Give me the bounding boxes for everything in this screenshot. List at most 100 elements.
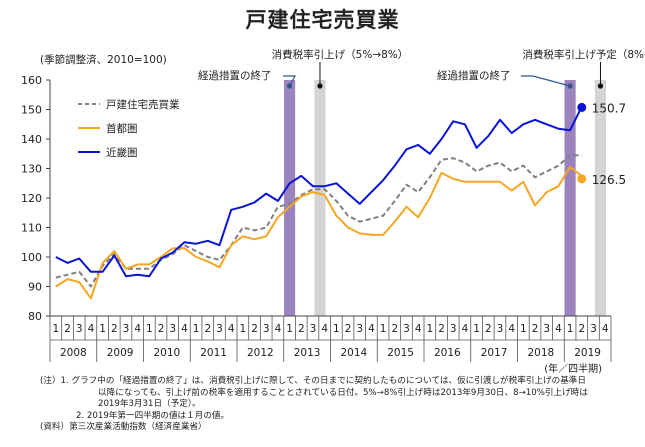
y-tick-label: 160 (21, 74, 42, 87)
x-tick-year: 2009 (107, 347, 134, 359)
annotation-pointer-purple-1 (283, 75, 297, 87)
x-tick-year: 2019 (574, 347, 601, 359)
x-tick-quarter: 2 (578, 323, 585, 335)
series-line-1 (55, 154, 582, 288)
y-tick-label: 90 (28, 281, 42, 294)
x-tick-quarter: 1 (53, 323, 60, 335)
annotation-pointer-purple-2 (521, 75, 571, 87)
x-tick-year: 2011 (200, 347, 227, 359)
x-tick-quarter: 1 (286, 323, 293, 335)
y-tick-label: 80 (28, 310, 42, 323)
note-line-3: 2019年3月31日（予定）。 (98, 399, 201, 410)
x-tick-quarter: 4 (368, 323, 375, 335)
x-tick-year: 2012 (247, 347, 274, 359)
annotation-dot-purple-2 (567, 83, 573, 89)
annotation-dot-gray-2 (597, 83, 604, 89)
x-tick-quarter: 2 (111, 323, 118, 335)
y-tick-label: 120 (21, 192, 42, 205)
x-tick-quarter: 4 (508, 323, 515, 335)
x-tick-year: 2014 (341, 347, 368, 359)
chart-notes: (注）1. グラフ中の「経過措置の終了」は、消費税引上げに際して、その日までに契… (40, 376, 620, 434)
x-tick-quarter: 3 (310, 323, 317, 335)
y-axis-label: (季節調整済、2010=100) (40, 53, 167, 66)
x-tick-quarter: 4 (415, 323, 422, 335)
y-tick-label: 150 (21, 104, 42, 117)
band-3 (564, 80, 576, 316)
band-4 (594, 80, 607, 316)
x-tick-quarter: 4 (602, 323, 609, 335)
x-tick-quarter: 2 (391, 323, 398, 335)
x-tick-year: 2015 (387, 347, 414, 359)
x-tick-quarter: 3 (169, 323, 176, 335)
x-tick-quarter: 1 (240, 323, 247, 335)
x-tick-quarter: 4 (228, 323, 235, 335)
annotation-tax-hike-2: 消費税率引上げ予定（8%→10%） (522, 48, 645, 61)
y-tick-label: 130 (21, 163, 42, 176)
x-tick-quarter: 4 (88, 323, 95, 335)
endpoint-marker-1 (577, 102, 587, 112)
annotation-transition-2: 経過措置の終了 (437, 69, 511, 82)
x-tick-quarter: 4 (275, 323, 282, 335)
x-tick-year: 2018 (528, 347, 555, 359)
x-tick-quarter: 1 (427, 323, 434, 335)
x-tick-quarter: 1 (146, 323, 153, 335)
endpoint-marker-2 (577, 174, 587, 184)
y-tick-label: 100 (21, 251, 42, 264)
x-tick-year: 2008 (60, 347, 87, 359)
series-line-3 (55, 106, 583, 278)
x-tick-quarter: 3 (590, 323, 597, 335)
x-tick-quarter: 3 (123, 323, 130, 335)
x-tick-quarter: 3 (543, 323, 550, 335)
y-tick-label: 110 (21, 222, 42, 235)
note-line-5: (資料）第三次産業活動指数（経済産業省） (40, 422, 207, 433)
legend-label-2: 首都圏 (106, 122, 138, 135)
x-tick-quarter: 4 (181, 323, 188, 335)
x-tick-quarter: 2 (251, 323, 258, 335)
endpoint-label-2: 126.5 (592, 173, 626, 187)
x-tick-quarter: 2 (345, 323, 352, 335)
annotation-tax-hike-1: 消費税率引上げ（5%→8%） (272, 48, 409, 61)
series-line-2 (55, 166, 583, 300)
x-tick-quarter: 3 (216, 323, 223, 335)
x-tick-quarter: 1 (567, 323, 574, 335)
x-tick-quarter: 2 (298, 323, 305, 335)
y-tick-label: 140 (21, 133, 42, 146)
x-tick-year: 2013 (294, 347, 321, 359)
chart-title: 戸建住宅売買業 (245, 8, 400, 32)
x-tick-year: 2017 (481, 347, 508, 359)
legend-label-1: 戸建住宅売買業 (106, 98, 180, 111)
x-tick-quarter: 2 (204, 323, 211, 335)
annotation-dot-purple-1 (286, 83, 293, 89)
x-tick-year: 2016 (434, 347, 461, 359)
x-tick-quarter: 3 (450, 323, 457, 335)
x-tick-quarter: 2 (532, 323, 539, 335)
x-tick-quarter: 2 (485, 323, 492, 335)
x-tick-year: 2010 (154, 347, 181, 359)
x-tick-quarter: 1 (473, 323, 480, 335)
x-tick-quarter: 1 (193, 323, 200, 335)
legend-label-3: 近畿圏 (106, 146, 138, 159)
x-tick-quarter: 4 (462, 323, 469, 335)
endpoint-label-1: 150.7 (592, 101, 626, 115)
x-tick-quarter: 1 (333, 323, 340, 335)
band-1 (284, 80, 296, 316)
note-line-1: (注）1. グラフ中の「経過措置の終了」は、消費税引上げに際して、その日までに契… (40, 376, 586, 386)
x-tick-quarter: 2 (438, 323, 445, 335)
x-tick-quarter: 4 (321, 323, 328, 335)
x-tick-quarter: 2 (64, 323, 71, 335)
band-2 (314, 80, 326, 316)
x-tick-quarter: 3 (403, 323, 410, 335)
x-tick-quarter: 3 (356, 323, 363, 335)
x-tick-quarter: 4 (555, 323, 562, 335)
annotation-transition-1: 経過措置の終了 (198, 69, 272, 82)
x-tick-quarter: 1 (380, 323, 387, 335)
x-tick-quarter: 3 (497, 323, 504, 335)
x-tick-quarter: 1 (99, 323, 106, 335)
note-line-4: 2. 2019年第一四半期の値は１月の値。 (76, 410, 230, 421)
x-tick-quarter: 1 (520, 323, 527, 335)
note-line-2: 以降になっても、引上げ前の税率を適用することとされている日付。5%→8%引上げ時… (98, 387, 588, 398)
x-tick-quarter: 2 (158, 323, 165, 335)
x-axis-label: (年／四半期) (544, 362, 602, 375)
x-tick-quarter: 4 (134, 323, 141, 335)
